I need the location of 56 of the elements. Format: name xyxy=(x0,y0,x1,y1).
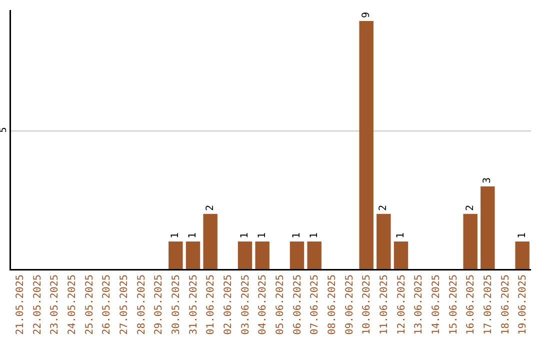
bar xyxy=(480,186,495,269)
x-tick-label: 04.06.2025 xyxy=(258,274,269,335)
x-tick-label: 01.06.2025 xyxy=(206,274,217,335)
bar xyxy=(238,241,252,269)
x-tick-label: 11.06.2025 xyxy=(378,274,390,335)
bar xyxy=(376,214,391,269)
bar xyxy=(186,241,200,269)
bar xyxy=(463,214,478,269)
data-label: 1 xyxy=(188,232,198,238)
x-tick-label: 16.06.2025 xyxy=(466,274,477,335)
x-tick-label: 10.06.2025 xyxy=(362,274,373,335)
data-label: 1 xyxy=(396,232,406,238)
x-tick-label: 09.06.2025 xyxy=(344,274,356,335)
x-tick-label: 21.05.2025 xyxy=(14,274,26,335)
data-label: 2 xyxy=(464,204,476,211)
x-tick-label: 22.05.2025 xyxy=(32,274,44,335)
bar xyxy=(203,214,218,269)
bar xyxy=(168,241,183,269)
x-tick-label: 06.06.2025 xyxy=(292,274,304,335)
bar xyxy=(515,241,530,269)
data-label: 1 xyxy=(292,232,302,238)
x-tick-label: 13.06.2025 xyxy=(414,274,425,335)
bar xyxy=(359,21,374,269)
bar xyxy=(394,241,408,269)
x-tick-label: 07.06.2025 xyxy=(310,274,321,335)
x-tick-label: 19.06.2025 xyxy=(518,274,529,335)
data-label: 1 xyxy=(516,232,528,238)
x-tick-label: 17.06.2025 xyxy=(482,274,494,335)
bar xyxy=(307,241,322,269)
x-tick-label: 25.05.2025 xyxy=(84,274,96,335)
x-tick-label: 18.06.2025 xyxy=(500,274,512,335)
bar xyxy=(255,241,270,269)
data-label: 2 xyxy=(378,204,390,211)
data-label: 2 xyxy=(204,204,216,211)
x-tick-label: 05.06.2025 xyxy=(274,274,286,335)
data-label: 1 xyxy=(308,232,320,238)
x-tick-label: 03.06.2025 xyxy=(240,274,252,335)
x-tick-label: 15.06.2025 xyxy=(448,274,460,335)
x-tick-label: 14.06.2025 xyxy=(430,274,442,335)
data-label: 1 xyxy=(240,232,250,238)
data-label: 3 xyxy=(482,177,494,184)
x-tick-label: 08.06.2025 xyxy=(326,274,338,335)
x-tick-label: 28.05.2025 xyxy=(136,274,148,335)
x-tick-label: 26.05.2025 xyxy=(102,274,113,335)
data-label: 1 xyxy=(170,232,182,238)
bar xyxy=(290,241,304,269)
x-tick-label: 30.05.2025 xyxy=(170,274,182,335)
x-tick-label: 02.06.2025 xyxy=(222,274,234,335)
x-tick-label: 23.05.2025 xyxy=(50,274,61,335)
x-tick-label: 27.05.2025 xyxy=(118,274,130,335)
x-tick-label: 12.06.2025 xyxy=(396,274,408,335)
x-tick-label: 29.05.2025 xyxy=(154,274,165,335)
x-tick-label: 24.05.2025 xyxy=(66,274,78,335)
x-tick-label: 31.05.2025 xyxy=(188,274,200,335)
data-label: 1 xyxy=(256,232,268,238)
data-label: 9 xyxy=(360,12,372,18)
